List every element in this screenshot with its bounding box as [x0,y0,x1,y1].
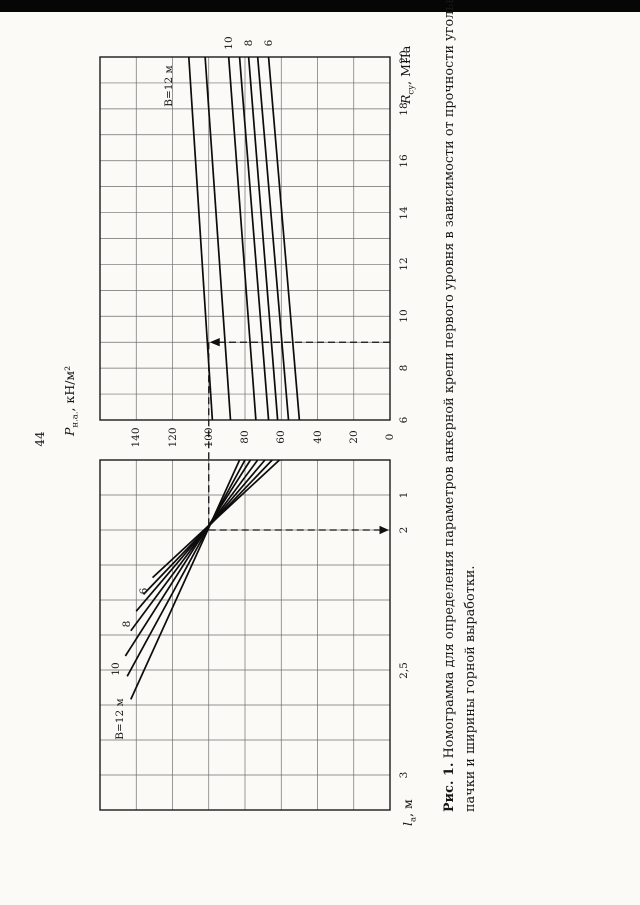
b-line-label-lower: B=12 м [113,698,126,741]
p-axis-subscript: н.а. [70,411,81,428]
b-line-label-upper: 8 [242,39,255,47]
r-axis-tick: 14 [398,205,410,220]
l-axis-tick: 1 [398,491,410,499]
arrowhead-left [209,338,220,347]
l-axis-unit: , м [400,799,415,817]
l-axis-tick: 3 [398,771,410,779]
p-axis-unit: , кН/м² [62,365,77,412]
figure-caption-line1: Рис. 1. Номограмма для определения парам… [441,0,456,812]
b-line-label-upper: 10 [222,36,235,50]
r-axis-subscript: су [406,84,417,95]
figure-caption-line2: пачки и ширины горной выработки. [462,565,477,812]
b-line-upper [238,56,270,421]
b-line-upper [247,56,279,421]
p-axis-tick: 100 [202,426,215,448]
b-line-label-lower: 6 [137,587,150,594]
p-axis-tick: 40 [311,430,324,444]
l-axis-subscript: а [408,816,419,822]
p-axis-tick: 60 [275,430,288,444]
p-axis-symbol: P [62,427,77,436]
page-number: 44 [33,431,47,447]
p-axis-tick: 140 [130,426,143,448]
b-line-lower [130,459,241,700]
l-axis-tick: 2 [398,526,410,534]
upper-grid-border [99,56,391,421]
b-line-upper [227,56,257,421]
r-axis-tick: 18 [398,102,410,116]
b-line-label-upper: 6 [262,39,275,47]
scan-edge-bar [0,0,640,12]
r-axis-tick: 10 [398,309,410,323]
p-axis-tick: 120 [166,426,179,448]
b-line-label-lower: 8 [121,620,134,628]
b-line-upper [267,56,301,421]
b-line-upper [204,56,232,421]
b-line-lower [130,459,259,632]
l-axis-symbol: l [400,822,415,826]
p-axis-tick: 0 [384,433,396,441]
b-line-lower [126,459,246,677]
caption-figure-number: Рис. 1. [441,762,456,812]
caption-text-line1: Номограмма для определения параметров ан… [441,0,456,763]
r-axis-tick: 16 [398,154,410,168]
p-axis-label: Pн.а., кН/м² [62,366,81,436]
b-line-lower [124,459,252,657]
l-axis-tick: 2,5 [398,661,410,679]
r-axis-tick: 8 [398,364,410,372]
arrowhead-right [379,525,389,535]
b-line-upper [256,56,290,421]
b-line-label-lower: 10 [110,662,123,676]
b-line-label-upper: B=12 м [162,65,175,107]
r-axis-tick: 20 [398,50,410,64]
r-axis-tick: 12 [398,257,410,272]
l-axis-label: lа, м [400,799,419,826]
p-axis-tick: 20 [347,430,360,444]
p-axis-tick: 80 [239,430,251,444]
r-axis-tick: 6 [398,416,410,424]
